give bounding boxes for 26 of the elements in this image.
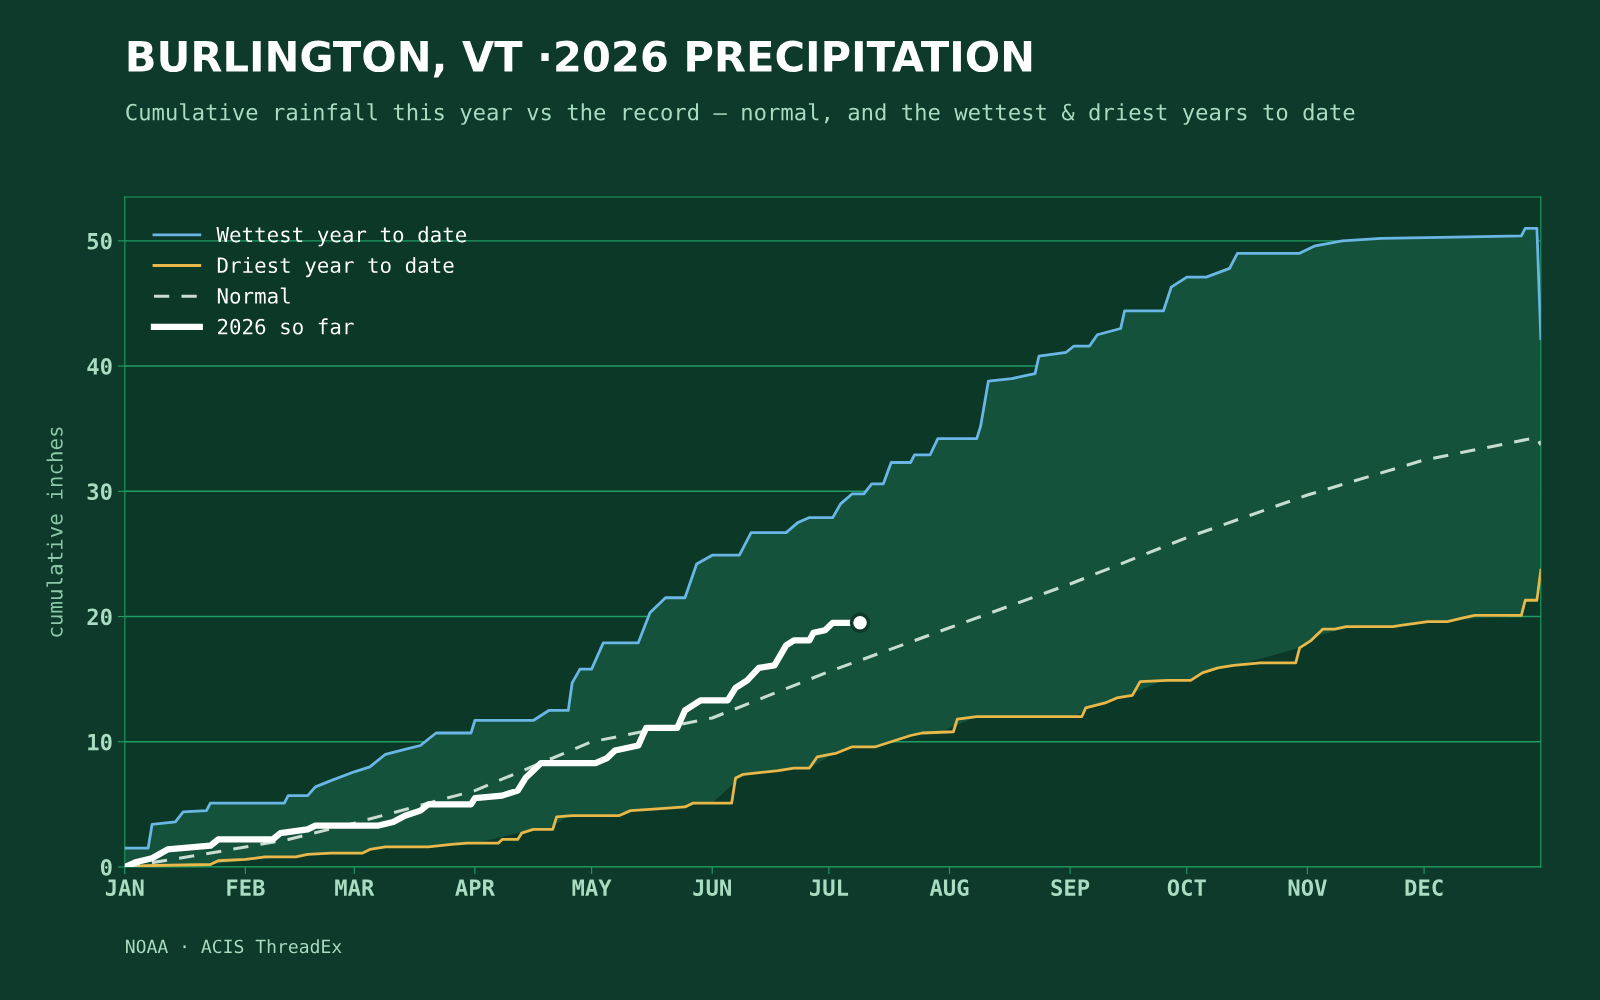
x-tick-label: SEP	[1051, 879, 1090, 897]
x-tick-label: APR	[455, 879, 495, 896]
y-tick-label: 50	[87, 232, 112, 250]
x-tick-label: JAN	[105, 879, 144, 897]
x-tick-label: OCT	[1167, 879, 1206, 897]
y-tick-label: 40	[87, 358, 112, 375]
chart-subtitle: Cumulative rainfall this year vs the record — normal, and the wettest & driest years to date	[126, 103, 1355, 125]
text: NOAA · ACIS ThreadEx	[126, 939, 342, 954]
x-tick-label: JUL	[810, 879, 849, 897]
legend-label: 2026 so far	[218, 318, 354, 335]
x-tick-label: AUG	[929, 879, 969, 897]
y-axis-title: cumulative inches	[46, 427, 63, 637]
x-tick-label: JUN	[693, 879, 731, 897]
x-tick-label: MAY	[572, 879, 612, 896]
x-tick-label: MAR	[335, 879, 375, 896]
y-tick-label: 20	[87, 608, 112, 626]
legend-label: Normal	[217, 287, 290, 304]
legend-label: Wettest year to date	[216, 226, 467, 247]
x-tick-label: DEC	[1405, 879, 1443, 897]
y-tick-label: 0	[100, 858, 112, 876]
x-tick-label: NOV	[1288, 879, 1327, 897]
y-tick-label: 10	[88, 733, 112, 751]
legend-label: Driest year to date	[217, 256, 454, 278]
chart-title: BURLINGTON, VT ·2026 PRECIPITATION	[128, 40, 1032, 78]
x-tick-label: FEB	[227, 879, 265, 896]
y-tick-label: 30	[87, 483, 112, 501]
